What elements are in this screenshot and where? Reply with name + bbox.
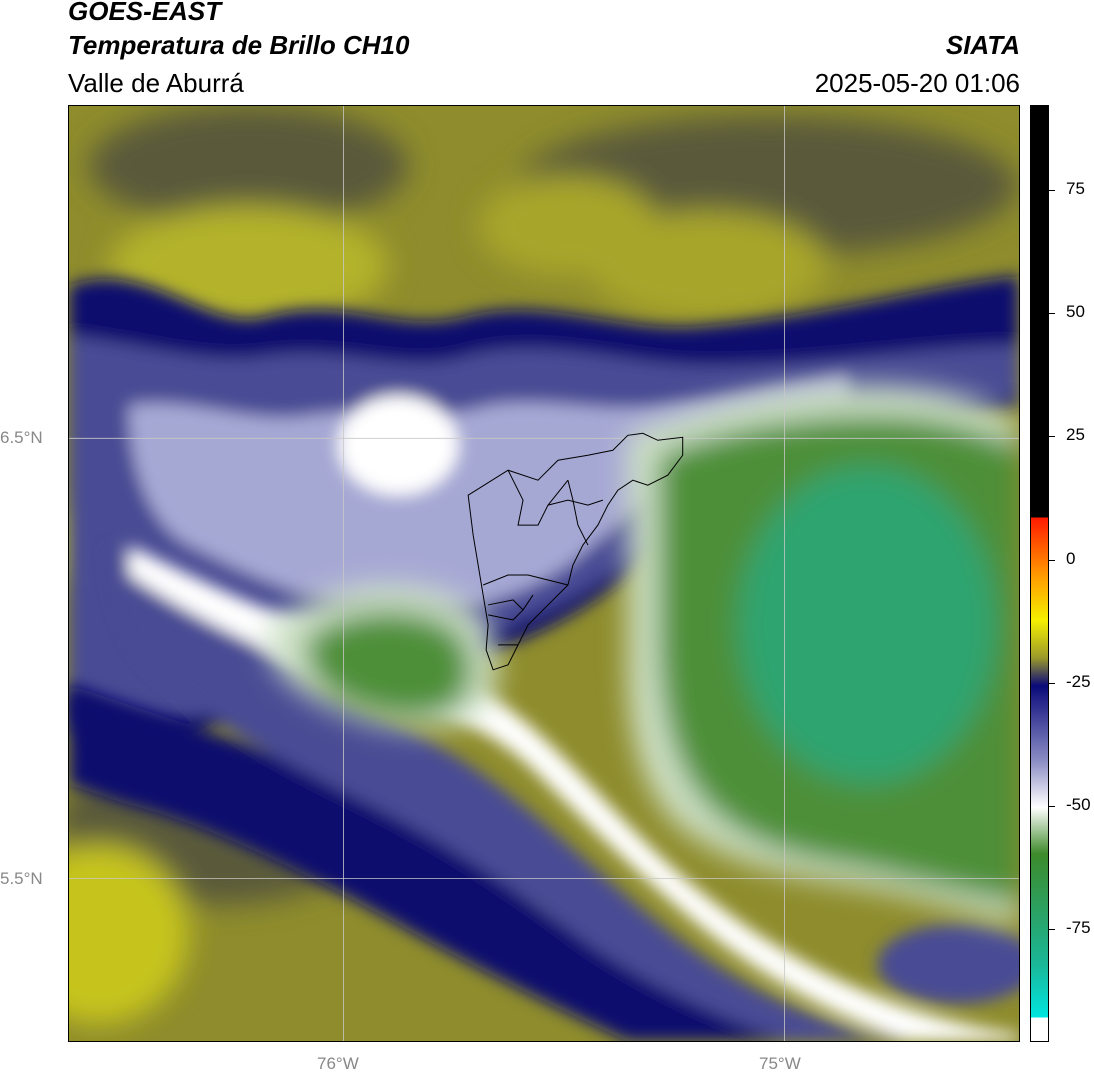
brightness-temperature-map <box>68 105 1020 1042</box>
lat-label-5-5n: 5.5°N <box>0 869 43 888</box>
colorbar <box>1030 105 1049 1042</box>
colorbar-tick-label: 75 <box>1066 179 1085 198</box>
region-subtitle: Valle de Aburrá <box>68 68 244 98</box>
light-olive-patch <box>587 210 828 321</box>
datetime-label: 2025-05-20 01:06 <box>814 68 1020 98</box>
colorbar-tick-label: 25 <box>1066 425 1085 445</box>
colorbar-tick-mark <box>1049 805 1055 807</box>
colorbar-tick-mark <box>1049 929 1055 930</box>
slate-patch <box>877 924 1019 1005</box>
product-title: Temperatura de Brillo CH10 <box>68 30 410 60</box>
colorbar-tick-mark <box>1049 436 1055 438</box>
colorbar-tick-label: -75 <box>1066 918 1091 937</box>
colorbar-tick-mark <box>1049 682 1055 684</box>
lat-label-6-5n: 6.5°N <box>0 428 43 447</box>
white-cloud-top <box>338 395 459 496</box>
lon-label-76w: 76°W <box>317 1054 359 1073</box>
colorbar-tick-label: 50 <box>1066 302 1085 322</box>
satellite-title: GOES-EAST <box>68 0 222 26</box>
map-raster <box>69 106 1019 1041</box>
colorbar-tick-label: -25 <box>1066 671 1091 691</box>
navy-southern-band <box>69 684 828 1041</box>
lon-label-75w: 75°W <box>759 1054 801 1073</box>
light-olive-patch <box>69 844 189 1025</box>
colorbar-tick-mark <box>1049 313 1055 315</box>
light-olive-patch <box>108 205 389 326</box>
colorbar-tick-label: -50 <box>1066 794 1091 814</box>
green-pocket <box>305 610 473 718</box>
municipal-boundaries <box>467 432 684 671</box>
colorbar-tick-label: 0 <box>1066 548 1076 568</box>
sea-green-core <box>737 465 998 785</box>
colorbar-tick-mark <box>1049 559 1055 561</box>
agency-label: SIATA <box>945 30 1020 60</box>
dark-olive-patch <box>88 106 409 226</box>
colorbar-tick-mark <box>1049 190 1055 191</box>
